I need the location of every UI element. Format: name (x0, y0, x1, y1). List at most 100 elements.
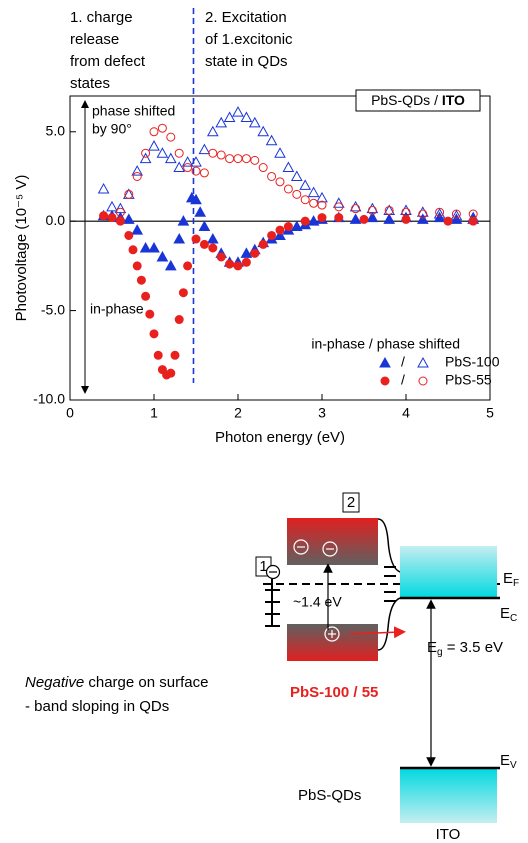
point (208, 148, 218, 158)
point (174, 148, 184, 158)
annotation: states (70, 75, 110, 92)
point (307, 215, 320, 226)
legend-separator: / (401, 354, 405, 370)
note-line: Negative charge on surface (25, 674, 208, 691)
transfer-arrow (349, 626, 406, 639)
point (198, 220, 211, 232)
point (468, 209, 478, 219)
point (334, 202, 344, 212)
point (416, 206, 429, 217)
point (317, 200, 327, 210)
point (206, 125, 219, 137)
band-bending-cb (377, 518, 401, 573)
point (149, 329, 159, 339)
band-diagram: 2 1 ~1.4 eV EF EC EV Eg = 3.5 eV PbS-100… (25, 492, 519, 843)
x-tick-label: 4 (402, 405, 410, 421)
inset-text: PbS-QDs / (371, 92, 442, 108)
chart: 1. charge release from defect states 2. Exci… (13, 8, 500, 446)
point (148, 241, 160, 253)
point (366, 202, 379, 214)
point (124, 230, 134, 240)
inset-text: ITO (442, 92, 465, 108)
point (384, 205, 394, 215)
legend-marker (417, 356, 429, 368)
point (128, 245, 138, 255)
point (97, 182, 110, 194)
point (274, 147, 286, 158)
point (359, 214, 369, 224)
point (307, 186, 320, 198)
pbs-conduction-band (287, 518, 378, 565)
ito-valence-band (400, 768, 497, 823)
point (275, 225, 285, 235)
point (183, 163, 193, 173)
point (149, 127, 159, 137)
point (170, 350, 180, 360)
legend-title: in-phase / phase shifted (311, 336, 460, 352)
point (292, 189, 302, 199)
point (468, 216, 478, 226)
legend-marker (379, 356, 391, 368)
point (250, 155, 260, 165)
point (258, 239, 268, 249)
point (232, 106, 244, 117)
point (216, 252, 226, 262)
point (433, 211, 446, 223)
point (173, 161, 186, 173)
point (451, 209, 461, 219)
point (132, 171, 142, 181)
y-tick-label: -5.0 (41, 301, 65, 317)
point (166, 132, 176, 142)
point (316, 191, 328, 203)
point (349, 213, 362, 224)
annotation: 1. charge (70, 9, 133, 26)
point (416, 213, 429, 224)
y-tick-label: 5.0 (46, 122, 66, 138)
ec-label: EC (500, 605, 517, 624)
point (265, 134, 278, 146)
arrow-label: by 90° (92, 121, 132, 137)
point (115, 207, 125, 217)
plot-frame (69, 95, 491, 401)
sample-label: PbS-100 / 55 (290, 684, 378, 701)
point (223, 111, 236, 122)
ito-label: ITO (436, 826, 461, 843)
point (199, 239, 209, 249)
ev-label: EV (500, 752, 517, 771)
note-line: - band sloping in QDs (25, 698, 169, 715)
pbs-valence-band (287, 624, 378, 661)
point (351, 204, 361, 214)
point (290, 170, 303, 181)
point (450, 213, 463, 224)
point (181, 156, 194, 167)
annotation: release (70, 31, 119, 48)
point (136, 275, 146, 285)
point (282, 161, 295, 173)
legend-marker (418, 376, 428, 386)
y-tick-label: 0.0 (46, 212, 66, 228)
point (183, 261, 193, 271)
annotation: 2. Excitation (205, 9, 287, 26)
legend-entry: / PbS-100 (379, 354, 500, 370)
point (240, 247, 253, 258)
point (191, 234, 201, 244)
point (250, 248, 260, 258)
point (145, 309, 155, 319)
point (332, 197, 345, 208)
x-axis-label: Photon energy (eV) (215, 429, 345, 446)
point (177, 215, 190, 226)
legend-marker (380, 376, 390, 386)
point (106, 200, 118, 212)
point (174, 315, 184, 325)
point (300, 195, 310, 205)
point (401, 214, 411, 224)
point (317, 213, 327, 223)
label-box (342, 492, 360, 513)
legend-label: PbS-55 (445, 372, 492, 388)
point (400, 204, 412, 215)
point (216, 150, 226, 160)
point (190, 193, 202, 205)
point (300, 216, 310, 226)
legend-label: PbS-100 (445, 354, 500, 370)
